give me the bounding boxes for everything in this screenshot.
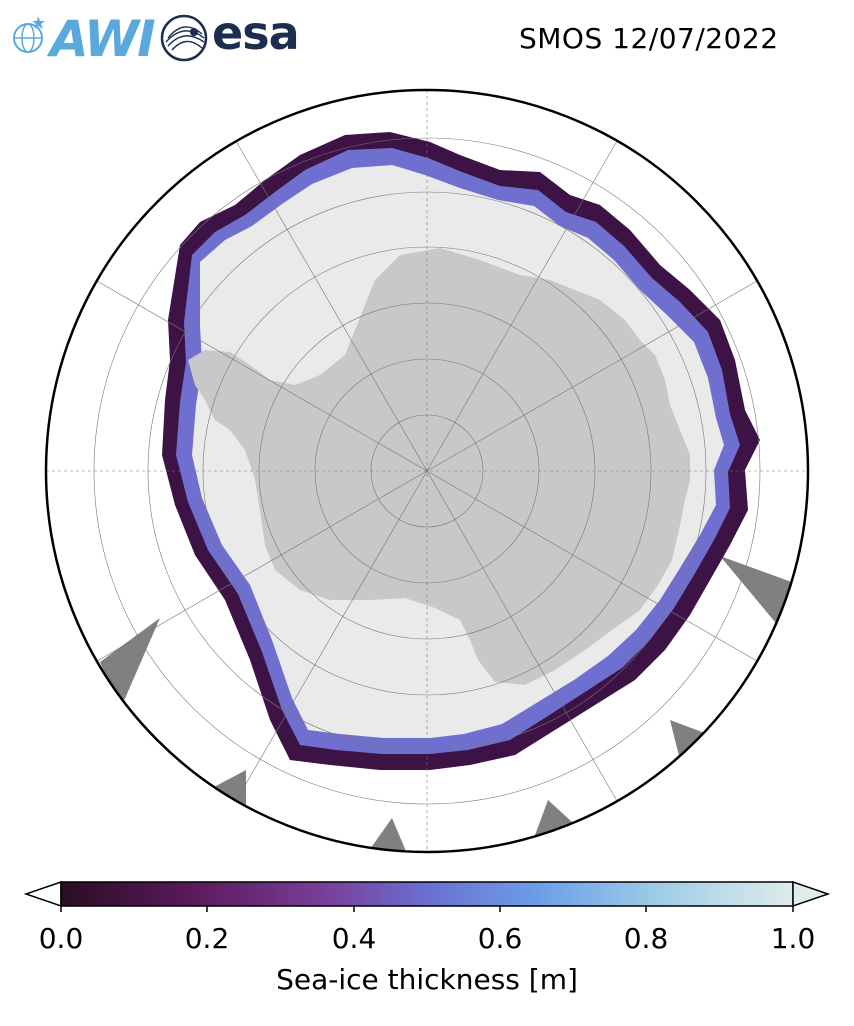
colorbar-extend-low [23,880,62,908]
colorbar-label: Sea-ice thickness [m] [276,963,578,996]
colorbar-tick-label: 0.8 [623,922,669,955]
colorbar-tick-label: 0.0 [38,922,84,955]
antarctica-land [188,248,690,685]
esa-logo-text: esa [212,6,300,60]
map-title: SMOS 12/07/2022 [519,22,779,55]
globe-icon [13,16,45,53]
esa-logo: esa [158,6,318,64]
graticule [46,90,808,852]
esa-emblem-icon [160,14,208,62]
colorbar [23,880,831,912]
colorbar-extend-high [792,880,831,908]
awi-logo-text: AWI [50,10,156,68]
colorbar-gradient [60,881,794,907]
map-boundary [44,88,810,854]
colorbar-ticks [60,906,794,912]
header-logos: AWI esa [0,0,320,70]
colorbar-tick-label: 0.4 [331,922,377,955]
awi-logo: AWI [8,8,156,68]
colorbar-tick-label: 0.6 [477,922,523,955]
colorbar-tick-label: 1.0 [770,922,816,955]
colorbar-tick-label: 0.2 [184,922,230,955]
polar-map [44,88,810,854]
